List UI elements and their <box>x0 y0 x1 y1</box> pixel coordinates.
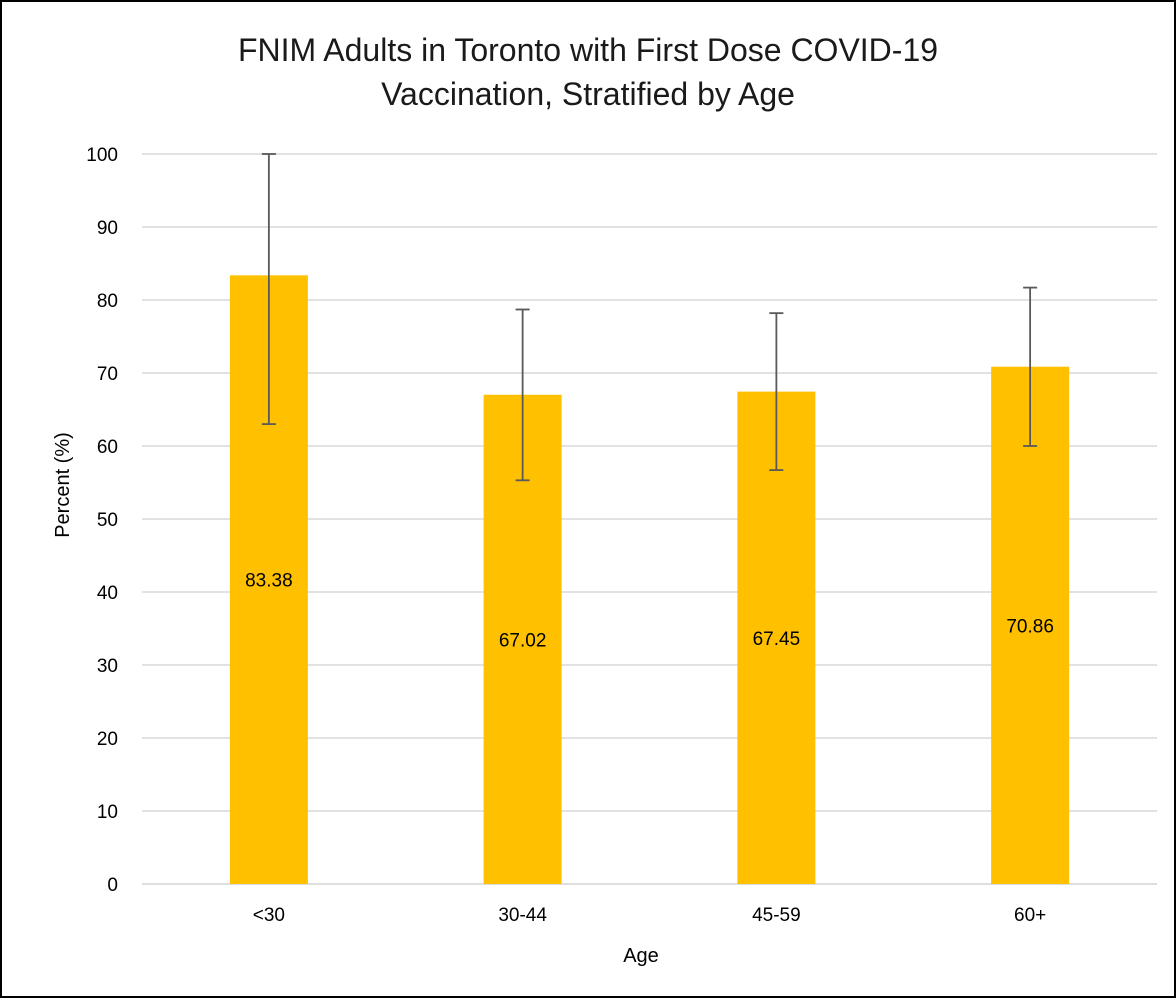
bar <box>991 366 1070 884</box>
y-tick-label: 0 <box>107 875 118 896</box>
y-tick-label: 50 <box>97 510 118 531</box>
y-tick-label: 100 <box>86 145 118 166</box>
x-axis-ticks: <30 30-44 45-59 60+ <box>253 905 1046 926</box>
error-bar <box>769 312 784 471</box>
x-axis-title: Age <box>623 945 659 967</box>
x-tick-label: 45-59 <box>752 905 801 926</box>
y-tick-label: 10 <box>97 802 118 823</box>
bar <box>737 391 816 884</box>
error-bar <box>1023 286 1038 447</box>
y-tick-label: 40 <box>97 583 118 604</box>
data-label: 83.38 <box>245 571 293 592</box>
data-label: 70.86 <box>1006 616 1054 637</box>
y-tick-label: 60 <box>97 437 118 458</box>
y-axis-ticks: 0 10 20 30 40 50 60 70 80 90 100 <box>86 145 118 896</box>
bars <box>229 275 1070 884</box>
chart-title-line-1: FNIM Adults in Toronto with First Dose C… <box>237 32 939 68</box>
y-tick-label: 30 <box>97 656 118 677</box>
y-tick-label: 90 <box>97 218 118 239</box>
data-label: 67.02 <box>499 630 547 651</box>
chart-title: FNIM Adults in Toronto with First Dose C… <box>0 28 1176 116</box>
x-tick-label: 30-44 <box>498 905 547 926</box>
x-tick-label: 60+ <box>1014 905 1046 926</box>
data-labels: 83.38 67.02 67.45 70.86 <box>245 571 1054 652</box>
data-label: 67.45 <box>753 629 801 650</box>
y-tick-label: 70 <box>97 364 118 385</box>
error-bars <box>261 153 1038 482</box>
error-bar <box>515 308 530 482</box>
x-tick-label: <30 <box>253 905 285 926</box>
chart-title-line-2: Vaccination, Stratified by Age <box>381 76 795 112</box>
y-tick-label: 20 <box>97 729 118 750</box>
y-axis-title: Percent (%) <box>52 432 74 538</box>
y-tick-label: 80 <box>97 291 118 312</box>
error-bar <box>261 153 276 426</box>
gridlines <box>142 153 1157 885</box>
